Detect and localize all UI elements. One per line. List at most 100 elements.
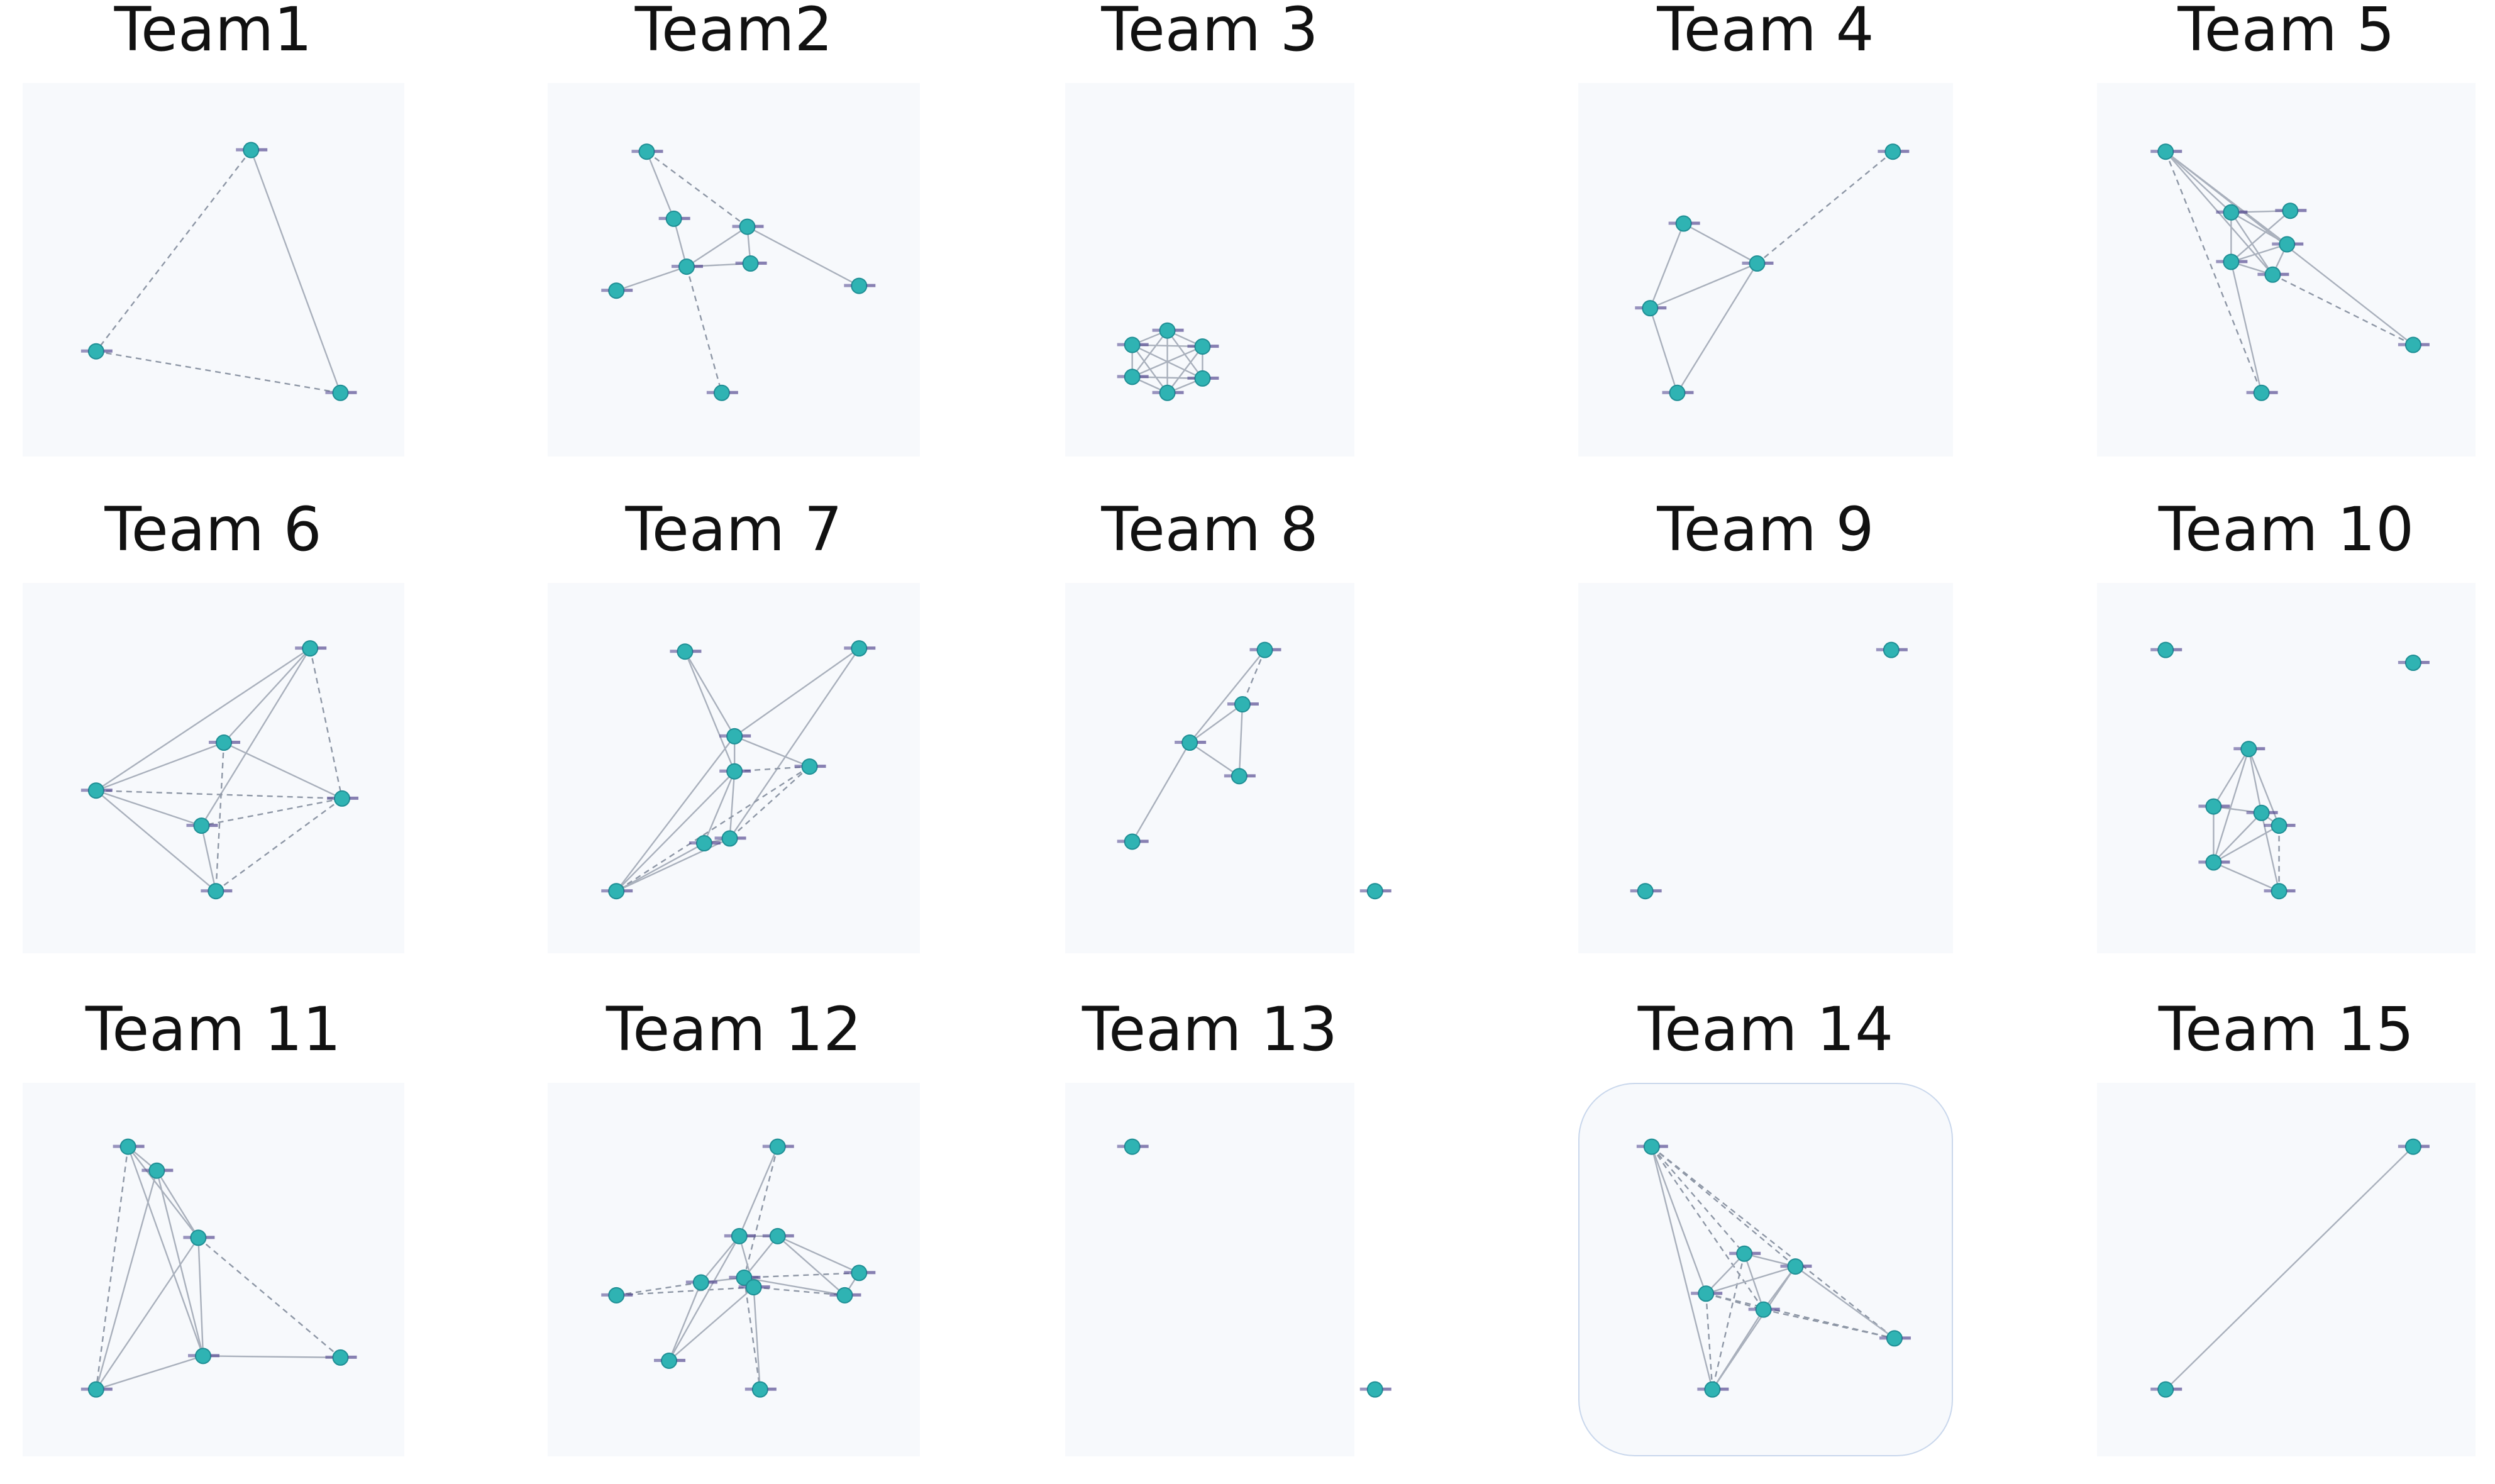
network-node	[601, 883, 633, 900]
network-graph	[2150, 641, 2430, 900]
network-edge	[2165, 151, 2262, 394]
network-edge	[1711, 1309, 1764, 1390]
network-edge	[2213, 861, 2280, 892]
network-edge	[704, 771, 736, 844]
network-edge	[127, 1146, 199, 1239]
team-12-graph: Team 12	[548, 998, 921, 1457]
network-edge	[673, 218, 688, 267]
network-edge	[96, 790, 342, 800]
network-node	[829, 1287, 861, 1304]
network-node	[235, 141, 267, 158]
network-node	[714, 830, 746, 847]
network-edge	[95, 1237, 199, 1390]
network-edge	[2230, 210, 2291, 263]
network-node	[325, 384, 357, 401]
team-title: Team2	[634, 0, 833, 65]
network-graph	[2150, 1138, 2430, 1398]
network-graph	[601, 143, 876, 401]
team-13-graph: Team 13	[1065, 998, 1391, 1457]
network-node	[1748, 1301, 1780, 1318]
network-node	[80, 343, 113, 360]
network-edge	[668, 1236, 741, 1361]
network-edge	[753, 1287, 761, 1390]
network-node	[689, 835, 721, 852]
network-node	[631, 143, 663, 160]
network-node	[1187, 370, 1219, 387]
network-node	[729, 1269, 761, 1286]
network-edge	[95, 741, 224, 792]
network-edge	[1705, 1266, 1796, 1295]
team-title: Team 9	[1657, 494, 1874, 565]
network-edge	[700, 1236, 740, 1283]
network-node	[2264, 817, 2296, 834]
network-edge	[96, 790, 202, 827]
network-edge	[616, 1287, 754, 1297]
network-node	[719, 728, 751, 745]
team-title: Team 12	[606, 994, 862, 1065]
network-node	[1634, 300, 1666, 317]
network-edge	[616, 266, 687, 292]
network-node	[1224, 768, 1256, 785]
network-graph	[80, 640, 358, 900]
network-edge	[743, 1146, 779, 1278]
team-title: Team 8	[1101, 494, 1319, 565]
network-edge	[95, 150, 252, 352]
network-edge	[1651, 1146, 1713, 1390]
network-node	[325, 1349, 357, 1366]
team-11-graph: Team 11	[22, 998, 404, 1457]
team-title: Team 14	[1637, 994, 1894, 1065]
network-edge	[1649, 307, 1678, 394]
network-node	[187, 1348, 219, 1365]
network-node	[80, 1381, 113, 1398]
network-node	[601, 282, 633, 299]
team-15-graph: Team 15	[2097, 998, 2476, 1457]
team-title: Team 4	[1657, 0, 1874, 65]
network-node	[735, 255, 767, 272]
network-node	[2246, 804, 2278, 821]
network-node	[182, 1229, 214, 1246]
network-node	[141, 1162, 173, 1179]
network-edge	[1238, 704, 1244, 777]
team-title: Team1	[114, 0, 313, 65]
network-node	[844, 277, 876, 294]
network-edge	[1762, 1309, 1895, 1339]
network-panel	[2097, 83, 2476, 457]
team-5-graph: Team 5	[2097, 0, 2476, 457]
network-edge	[1189, 704, 1243, 744]
network-edge	[2231, 243, 2288, 263]
team-title: Team 13	[1082, 994, 1338, 1065]
network-edge	[616, 770, 736, 892]
team-10-graph: Team 10	[2097, 498, 2476, 954]
network-node	[200, 883, 232, 900]
team-title: Team 5	[2177, 0, 2395, 65]
network-edge	[729, 771, 736, 839]
network-node	[672, 258, 704, 275]
network-edge	[734, 735, 810, 768]
network-edge	[668, 1287, 755, 1361]
network-node	[1729, 1245, 1761, 1262]
network-edge	[1795, 1266, 1895, 1339]
network-node	[1117, 336, 1149, 353]
network-edge	[223, 648, 311, 743]
network-edge	[95, 790, 216, 892]
network-edge	[215, 798, 343, 892]
network-graph	[1117, 1138, 1391, 1398]
network-edge	[155, 1170, 204, 1356]
network-graph	[1630, 641, 1908, 900]
network-node	[601, 1287, 633, 1304]
network-edge	[747, 226, 860, 287]
team-8-graph: Team 8	[1065, 498, 1391, 954]
network-graph	[1636, 1138, 1911, 1398]
network-edge	[2165, 1146, 2414, 1390]
network-node	[654, 1353, 686, 1370]
network-edge	[616, 843, 705, 892]
team-4-graph: Team 4	[1578, 0, 1954, 457]
network-node	[762, 1227, 794, 1244]
network-edge	[616, 736, 736, 892]
network-edge	[2213, 748, 2250, 807]
network-node	[2216, 204, 2248, 221]
network-panel	[1065, 583, 1354, 954]
team-title: Team 10	[2158, 494, 2415, 565]
network-node	[1696, 1381, 1729, 1398]
